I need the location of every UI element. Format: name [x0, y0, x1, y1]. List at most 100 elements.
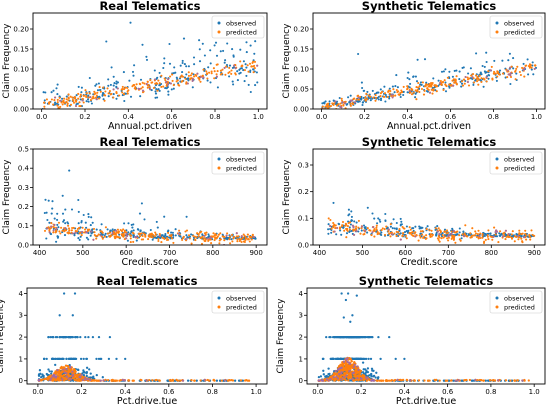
observed-point [364, 335, 367, 339]
overlap-point [340, 106, 343, 109]
predicted-point [383, 228, 386, 231]
predicted-point [212, 232, 215, 235]
plot-frame [312, 12, 546, 110]
predicted-point [374, 94, 377, 97]
predicted-point [139, 83, 142, 86]
predicted-point [188, 237, 191, 240]
predicted-point [60, 371, 63, 374]
predicted-point [479, 236, 482, 240]
predicted-point [332, 103, 335, 106]
predicted-point [54, 370, 58, 374]
overlap-point [533, 67, 536, 70]
plot-points [320, 51, 538, 109]
legend-marker-predicted [495, 166, 499, 170]
observed-point [76, 368, 80, 371]
observed-point [124, 357, 127, 361]
predicted-point [68, 229, 71, 232]
predicted-point [102, 86, 105, 89]
predicted-point [53, 226, 56, 229]
observed-point [363, 89, 366, 92]
observed-point [91, 221, 94, 224]
predicted-point [151, 236, 154, 239]
predicted-point [210, 242, 213, 245]
predicted-point [372, 96, 375, 99]
predicted-point [520, 233, 523, 236]
chart-title: Synthetic Telematics [362, 135, 497, 149]
predicted-point [60, 374, 63, 377]
observed-point [77, 85, 80, 88]
observed-point [83, 371, 86, 374]
predicted-point [240, 65, 243, 68]
predicted-point [250, 235, 253, 239]
overlap-point [337, 367, 341, 370]
predicted-point [429, 235, 432, 238]
legend-box [489, 151, 543, 175]
predicted-point [355, 98, 358, 101]
predicted-point [370, 234, 373, 237]
observed-point [108, 335, 112, 339]
observed-point [399, 223, 402, 226]
observed-point [97, 335, 101, 339]
predicted-point [339, 375, 342, 379]
predicted-point [363, 233, 366, 236]
predicted-point [128, 233, 131, 236]
predicted-point [94, 96, 98, 99]
observed-point [361, 86, 364, 90]
observed-point [402, 90, 405, 93]
overlap-point [354, 101, 357, 104]
observed-point [340, 292, 343, 295]
predicted-point [47, 375, 50, 378]
predicted-point [68, 368, 71, 371]
predicted-point [437, 238, 440, 242]
overlap-point [71, 370, 74, 373]
overlap-point [135, 235, 138, 238]
observed-point [393, 91, 396, 94]
predicted-point [121, 91, 124, 94]
predicted-point [58, 230, 61, 233]
predicted-point [158, 82, 161, 85]
predicted-point [356, 371, 359, 374]
overlap-point [371, 231, 374, 234]
y-tick-label: 0.3 [18, 184, 29, 192]
predicted-point [67, 231, 70, 234]
observed-point [155, 77, 158, 80]
predicted-point [445, 229, 449, 232]
predicted-point [510, 237, 514, 240]
predicted-point [375, 226, 378, 229]
observed-point [327, 373, 330, 376]
predicted-point [127, 379, 130, 382]
overlap-point [438, 233, 441, 236]
observed-point [405, 230, 408, 233]
observed-point [132, 223, 135, 226]
predicted-point [344, 222, 347, 225]
predicted-point [338, 227, 341, 230]
predicted-point [92, 379, 96, 382]
observed-point [321, 102, 324, 105]
observed-point [448, 70, 451, 73]
predicted-point [252, 65, 255, 68]
predicted-point [204, 238, 207, 241]
x-tick-label: 0.2 [356, 388, 367, 396]
predicted-point [438, 379, 441, 382]
y-tick-label: 0.20 [293, 25, 309, 33]
overlap-point [167, 83, 170, 86]
observed-point [105, 235, 108, 238]
observed-point [156, 96, 159, 99]
predicted-point [207, 238, 210, 241]
predicted-point [96, 234, 99, 237]
plot-frame [32, 12, 268, 110]
predicted-point [453, 235, 456, 238]
predicted-point [408, 226, 411, 229]
predicted-point [382, 379, 385, 382]
predicted-point [240, 240, 243, 244]
predicted-point [71, 98, 74, 101]
observed-point [129, 95, 133, 98]
predicted-point [343, 367, 346, 370]
predicted-point [480, 80, 483, 84]
observed-point [56, 218, 59, 221]
predicted-point [469, 232, 472, 235]
predicted-point [93, 231, 96, 234]
overlap-point [89, 378, 92, 382]
overlap-point [126, 234, 129, 238]
observed-point [66, 221, 69, 224]
